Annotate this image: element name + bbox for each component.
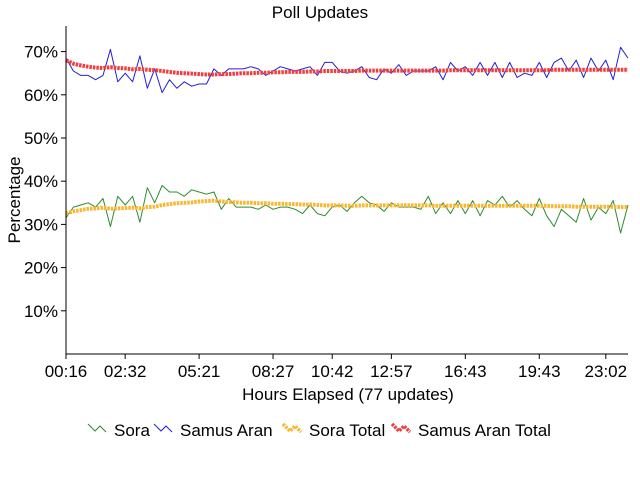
legend-label: Samus Aran Total bbox=[418, 421, 551, 440]
legend-label: Samus Aran bbox=[180, 421, 273, 440]
y-tick-label: 10% bbox=[24, 302, 58, 321]
x-tick-label: 00:16 bbox=[45, 362, 88, 381]
y-tick-label: 30% bbox=[24, 215, 58, 234]
x-tick-label: 23:02 bbox=[585, 362, 628, 381]
chart-legend: Sora Samus Aran Sora Total Samus Aran Total bbox=[87, 421, 551, 440]
chart-title: Poll Updates bbox=[272, 3, 368, 22]
y-tick-label: 20% bbox=[24, 259, 58, 278]
y-tick-label: 60% bbox=[24, 86, 58, 105]
x-tick-label: 10:42 bbox=[311, 362, 354, 381]
x-axis-label: Hours Elapsed (77 updates) bbox=[242, 385, 454, 404]
x-tick-label: 19:43 bbox=[518, 362, 561, 381]
series-layer bbox=[65, 46, 629, 234]
legend-swatch bbox=[87, 423, 107, 433]
x-tick-label: 05:21 bbox=[178, 362, 221, 381]
legend-label: Sora Total bbox=[309, 421, 385, 440]
legend-label: Sora bbox=[114, 421, 150, 440]
y-tick-label: 40% bbox=[24, 172, 58, 191]
y-axis-label: Percentage bbox=[5, 157, 24, 244]
x-tick-label: 08:27 bbox=[252, 362, 295, 381]
x-tick-label: 02:32 bbox=[104, 362, 147, 381]
legend-swatch bbox=[153, 423, 173, 433]
x-tick-label: 12:57 bbox=[370, 362, 413, 381]
plot-axes: 10% 20% 30% 40% 50% 60% 70% 00:16 02:32 05:21 08:2… bbox=[24, 26, 628, 381]
series-line-sora-total bbox=[65, 198, 628, 216]
series-line-sora bbox=[65, 185, 629, 234]
legend-swatch bbox=[390, 422, 412, 434]
y-tick-label: 50% bbox=[24, 129, 58, 148]
series-line-samus-aran-total bbox=[65, 58, 628, 77]
legend-swatch bbox=[281, 422, 303, 434]
x-tick-label: 16:43 bbox=[444, 362, 487, 381]
y-tick-label: 70% bbox=[24, 43, 58, 62]
